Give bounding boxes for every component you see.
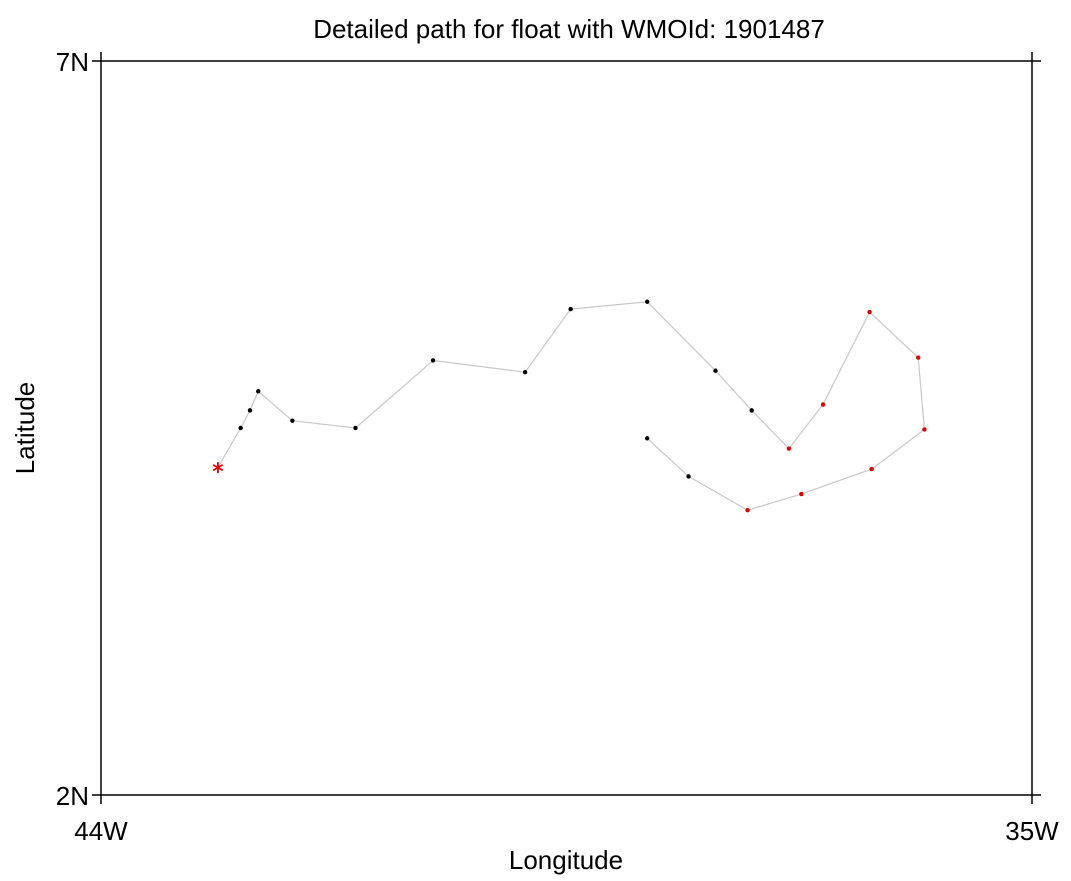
y-tick-label-2n: 2N xyxy=(56,781,89,811)
position-point xyxy=(799,491,804,497)
y-axis-label: Latitude xyxy=(10,382,40,475)
y-tick-label-7n: 7N xyxy=(56,47,89,77)
position-point xyxy=(745,508,750,513)
position-point xyxy=(290,418,295,423)
position-point xyxy=(238,425,243,431)
position-point xyxy=(869,466,874,472)
position-point xyxy=(820,402,826,407)
position-point xyxy=(867,309,872,315)
position-point xyxy=(430,358,436,363)
float-track xyxy=(217,301,926,511)
position-point xyxy=(749,408,754,413)
position-point xyxy=(568,306,573,312)
x-tick-label-44w: 44W xyxy=(74,816,128,846)
float-positions xyxy=(238,299,927,513)
position-point xyxy=(686,474,691,479)
position-point xyxy=(644,299,650,304)
position-point xyxy=(353,425,358,431)
plot-frame xyxy=(100,60,1033,796)
position-point xyxy=(644,436,650,441)
position-point xyxy=(916,355,921,360)
position-point xyxy=(522,370,528,375)
position-point xyxy=(786,446,792,451)
position-point xyxy=(922,427,927,432)
start-marker xyxy=(212,462,224,474)
position-point xyxy=(713,368,718,373)
x-axis-label: Longitude xyxy=(509,845,623,875)
position-point xyxy=(256,389,261,394)
x-tick-label-35w: 35W xyxy=(1005,816,1059,846)
position-point xyxy=(247,408,253,413)
axis-ticks xyxy=(92,52,1041,804)
chart-title: Detailed path for float with WMOId: 1901… xyxy=(313,14,825,44)
track-line xyxy=(217,301,926,511)
start-asterisk-stroke xyxy=(212,464,224,472)
